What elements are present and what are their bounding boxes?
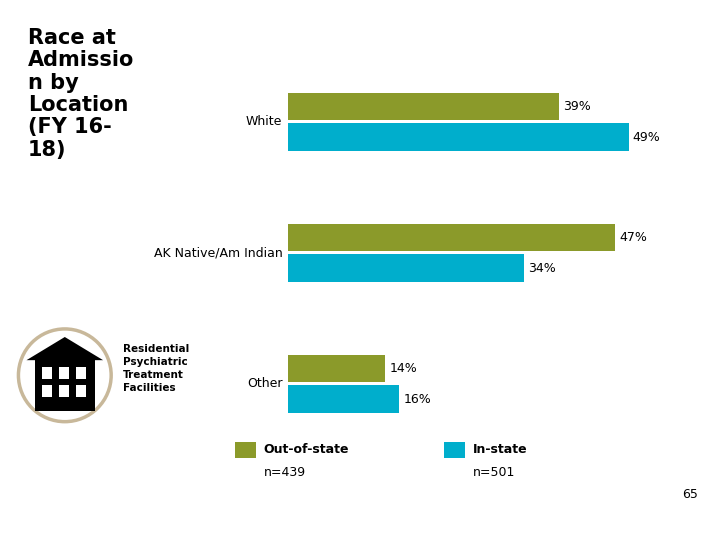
Text: AK Native/Am Indian: AK Native/Am Indian bbox=[153, 246, 282, 259]
Text: 14%: 14% bbox=[390, 362, 418, 375]
Text: n=501: n=501 bbox=[472, 466, 515, 479]
Bar bbox=[288, 93, 559, 120]
Bar bbox=[35, 360, 95, 410]
Bar bbox=[288, 254, 524, 282]
Bar bbox=[59, 386, 69, 397]
Bar bbox=[59, 367, 69, 379]
Text: In-state: In-state bbox=[472, 443, 527, 456]
Text: Other: Other bbox=[247, 377, 282, 390]
Text: 47%: 47% bbox=[619, 231, 647, 244]
Text: 34%: 34% bbox=[528, 262, 557, 275]
Text: 16%: 16% bbox=[403, 393, 431, 406]
Text: White: White bbox=[246, 116, 282, 129]
Bar bbox=[288, 124, 629, 151]
Text: 39%: 39% bbox=[563, 100, 591, 113]
Text: Race at
Admissio
n by
Location
(FY 16-
18): Race at Admissio n by Location (FY 16- 1… bbox=[28, 28, 135, 160]
Bar bbox=[76, 386, 86, 397]
Bar bbox=[42, 367, 52, 379]
Text: 65: 65 bbox=[683, 488, 698, 501]
Polygon shape bbox=[27, 337, 103, 360]
Bar bbox=[235, 442, 256, 458]
Text: n=439: n=439 bbox=[264, 466, 306, 479]
Bar bbox=[42, 386, 52, 397]
Bar bbox=[288, 224, 615, 251]
Text: 49%: 49% bbox=[633, 131, 660, 144]
Bar bbox=[288, 355, 385, 382]
Bar bbox=[76, 367, 86, 379]
Bar bbox=[444, 442, 465, 458]
Text: Data: Data bbox=[56, 520, 90, 533]
Text: Out-of-state: Out-of-state bbox=[264, 443, 349, 456]
Text: Residential
Psychiatric
Treatment
Facilities: Residential Psychiatric Treatment Facili… bbox=[123, 344, 189, 393]
Bar bbox=[288, 386, 399, 413]
Text: Qualis: Qualis bbox=[16, 520, 60, 533]
